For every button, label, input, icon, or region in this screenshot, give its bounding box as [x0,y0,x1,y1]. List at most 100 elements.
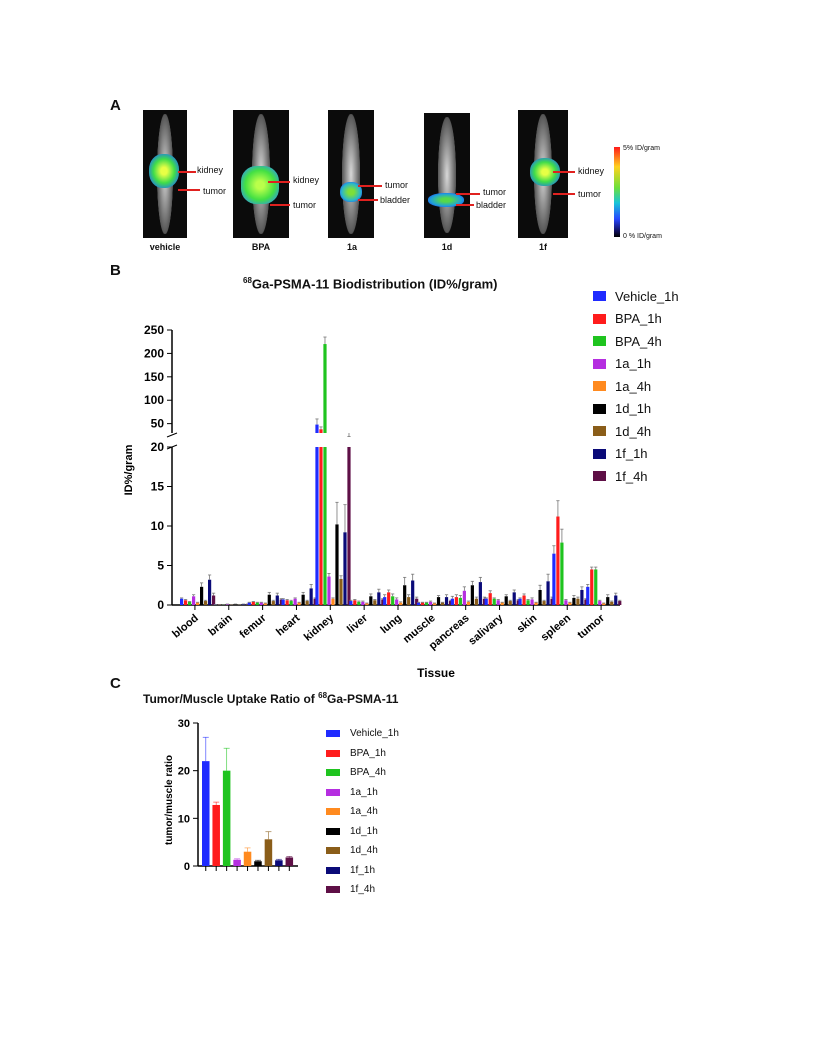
bar-upper-kidney-bpa-1h [319,429,323,433]
legend-swatch [326,749,340,757]
annotation-1d-bladder: bladder [476,200,507,210]
bar-kidney-1d-4h [339,578,343,605]
bar-kidney-bpa-4h [323,447,327,605]
bar-salivary-1a-1h [496,600,500,605]
legend-item-1f-1h: 1f_1h [593,443,679,466]
bar-tumor-1d-1h [606,597,610,605]
bar-blood-bpa-4h [188,601,192,605]
y-tick-label: 100 [144,393,164,407]
bar-kidney-1a-1h [327,576,331,605]
bar-salivary-1f-4h [516,600,520,605]
chart-b-title: 68Ga-PSMA-11 Biodistribution (ID%/gram) [243,276,497,291]
legend-item-1d-4h: 1d_4h [326,841,399,861]
bar-pancreas-1a-4h [466,601,470,605]
bar-1a-1h [233,859,241,866]
y-tick-label: 200 [144,346,164,360]
bar-1f-4h [285,857,294,866]
legend-swatch [593,291,606,302]
scan-label-1f: 1f [538,242,547,252]
y-tick-label: 5 [157,559,164,573]
legend-label: 1f_4h [350,884,376,896]
legend-swatch [593,313,606,324]
bar-femur-vehicle-1h [247,602,251,605]
chart-b-title-text: Ga-PSMA-11 Biodistribution (ID%/gram) [251,276,498,292]
bar-tumor-bpa-1h [590,569,594,605]
annotation-1a-bladder: bladder [380,195,411,205]
legend-swatch [593,336,606,347]
bar-liver-1d-4h [373,600,377,605]
legend-item-1a-1h: 1a_1h [326,783,399,803]
bar-lung-vehicle-1h [383,597,387,605]
legend-swatch [593,426,606,437]
bar-blood-1f-1h [208,579,212,605]
bar-skin-1d-4h [542,601,546,605]
bar-brain-1f-4h [245,604,250,605]
scan-image-1d [424,113,470,238]
legend-label: 1f_1h [615,446,648,462]
legend-label: 1a_4h [615,378,652,394]
bar-brain-1d-1h [233,604,238,605]
bar-blood-1d-4h [204,601,208,605]
bar-heart-1a-1h [293,598,297,605]
chart-b-title-isotope: 68 [243,276,252,285]
arrow-vehicle-tumor [178,189,200,191]
bar-spleen-1f-4h [584,599,588,605]
bar-1f-1h [275,860,283,866]
bar-skin-1a-4h [534,602,538,605]
bar-tumor-1f-1h [614,595,618,605]
bar-salivary-vehicle-1h [484,598,488,605]
x-tick-label-liver: liver [345,612,371,636]
legend-swatch [326,886,340,894]
bar-lung-1a-1h [395,599,399,605]
scan-image-1a [328,110,374,238]
bar-pancreas-bpa-4h [458,597,462,605]
chart-c-title-isotope: 68 [318,691,328,700]
bar-salivary-bpa-4h [492,598,496,605]
bar-femur-bpa-1h [251,601,255,605]
bar-pancreas-1f-1h [478,582,482,605]
legend-item-1f-4h: 1f_4h [593,465,679,488]
bar-spleen-1d-4h [576,598,580,605]
legend-swatch [593,471,606,482]
arrow-bpa-tumor [270,204,290,206]
bar-salivary-1a-4h [500,602,504,605]
arrow-vehicle-kidney [178,171,196,173]
x-tick-label-spleen: spleen [539,612,574,644]
bar-muscle-1f-1h [444,597,449,605]
x-tick-label-blood: blood [170,612,201,640]
bar-femur-1a-4h [263,603,267,605]
scan-label-1d: 1d [441,242,453,252]
bar-brain-1f-1h [241,604,246,605]
bar-blood-1d-1h [200,586,204,605]
y-tick-label: 15 [151,480,165,494]
x-tick-label-kidney: kidney [302,612,337,644]
bar-heart-1d-1h [301,594,305,605]
legend-swatch [593,358,606,369]
biodistribution-chart: 0 5 10 15 20 50 100 150 200 250 ID%/gram blood brain… [123,323,622,680]
bar-femur-1d-1h [267,594,271,605]
legend-swatch [593,403,606,414]
bar-skin-1f-1h [546,581,550,605]
x-tick-label-brain: brain [206,612,235,639]
bar-muscle-1a-1h [428,601,433,605]
bar-heart-1f-1h [309,588,313,605]
bar-blood-vehicle-1h [180,598,184,605]
bar-lung-1f-4h [415,598,419,605]
bar-tumor-1a-1h [598,601,602,605]
bar-pancreas-1a-1h [462,590,466,605]
legend-label: 1d_1h [350,825,378,837]
bar-spleen-bpa-1h [556,516,560,605]
colorbar-max-label: 5% ID/gram [623,145,660,152]
bar-kidney-bpa-1h [319,447,323,605]
legend-swatch [593,448,606,459]
bar-upper-kidney-vehicle-1h [315,424,319,433]
bar-femur-1a-1h [259,602,263,605]
bar-lung-1d-4h [407,597,411,605]
bar-muscle-vehicle-1h [416,602,421,605]
bar-salivary-1d-1h [504,596,508,605]
arrow-bpa-kidney [268,181,290,183]
bar-skin-bpa-1h [522,595,526,605]
annotation-bpa-tumor: tumor [293,200,317,210]
bar-blood-bpa-1h [184,600,188,605]
bar-spleen-1a-1h [564,600,568,605]
